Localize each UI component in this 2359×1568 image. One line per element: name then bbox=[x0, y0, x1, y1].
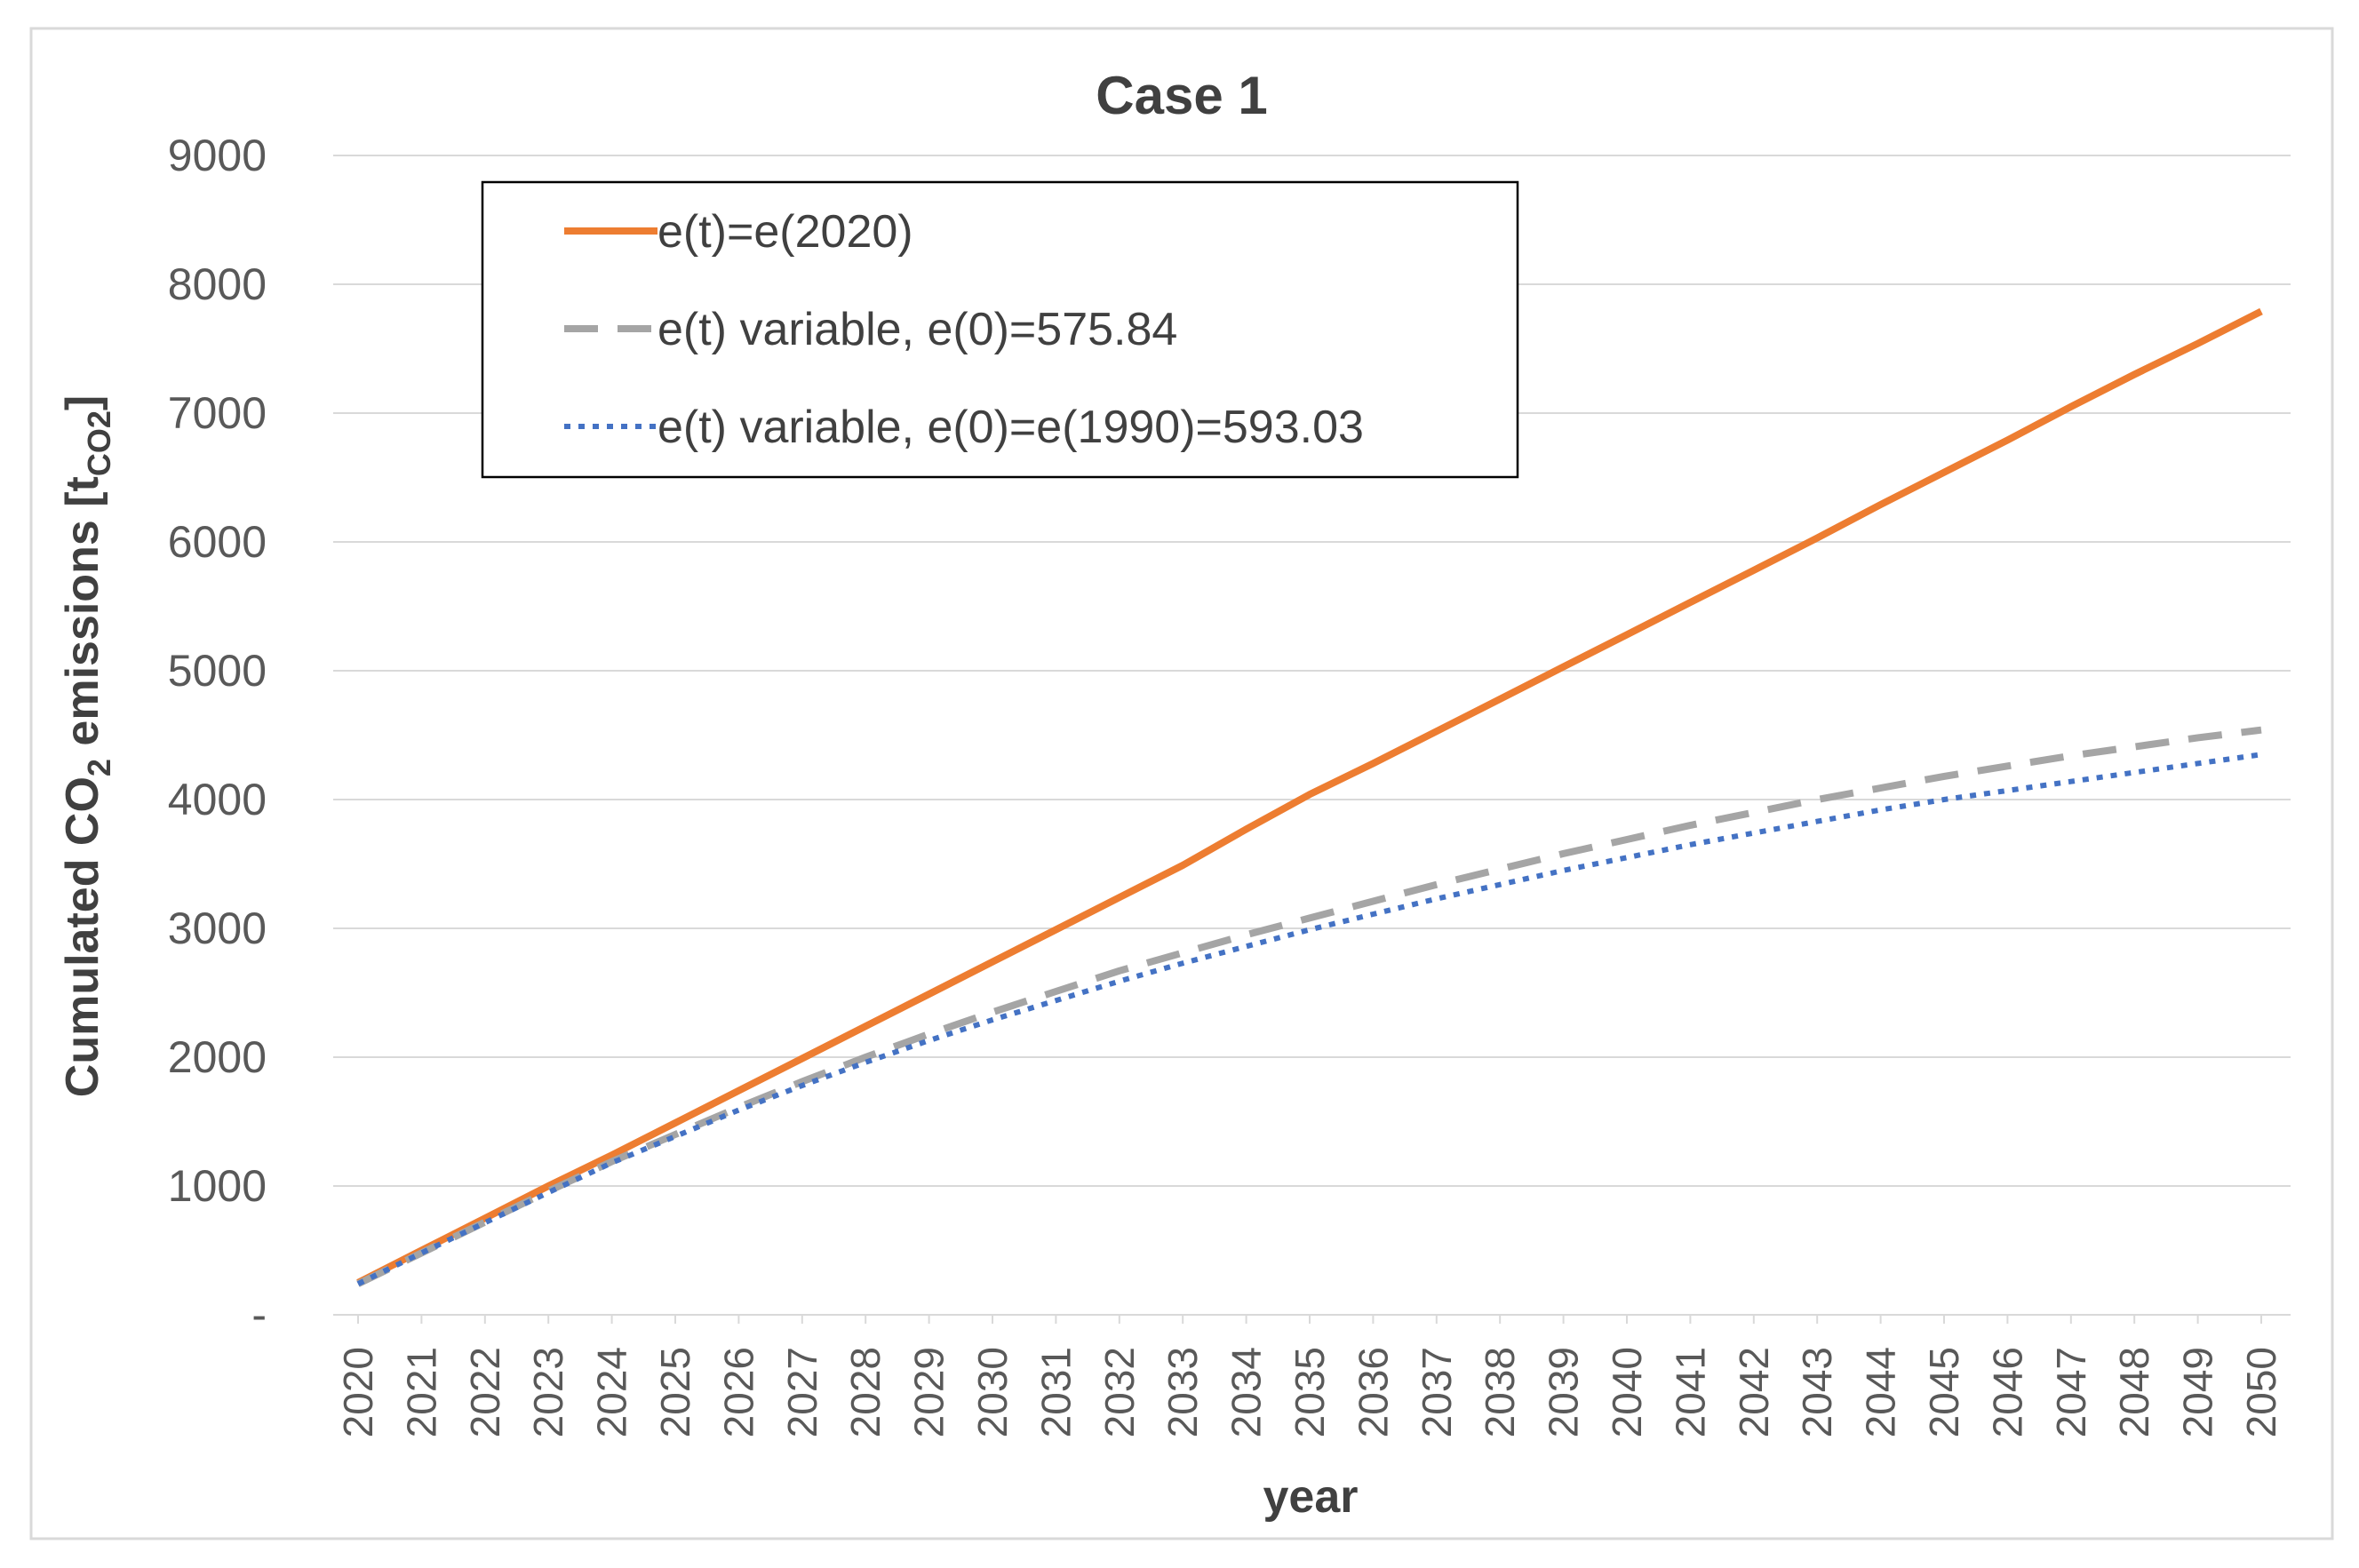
legend-label-2: e(t) variable, e(0)=575.84 bbox=[657, 304, 1177, 355]
legend-label-3: e(t) variable, e(0)=e(1990)=593.03 bbox=[657, 402, 1364, 453]
y-axis-title: Cumulated CO2 emissions [tCO2] bbox=[57, 395, 117, 1097]
y-tick-label: 5000 bbox=[168, 646, 267, 696]
gridlines bbox=[333, 155, 2291, 1187]
x-tick-label: 2030 bbox=[969, 1347, 1016, 1437]
x-tick-label: 2031 bbox=[1032, 1347, 1079, 1437]
x-tick-label: 2029 bbox=[906, 1347, 952, 1437]
x-tick-label: 2021 bbox=[398, 1347, 444, 1437]
x-tick-label: 2049 bbox=[2175, 1347, 2221, 1437]
x-tick-label: 2037 bbox=[1414, 1347, 1460, 1437]
x-tick-label: 2026 bbox=[715, 1347, 761, 1437]
x-tick-label: 2024 bbox=[589, 1347, 635, 1437]
x-tick-label: 2050 bbox=[2238, 1347, 2284, 1437]
series-line-2 bbox=[356, 726, 2262, 1287]
chart-title: Case 1 bbox=[1096, 66, 1267, 125]
y-tick-label: 3000 bbox=[168, 903, 267, 953]
y-axis-title-sub1: 2 bbox=[81, 759, 117, 776]
y-axis-ticks: - 1000 2000 3000 4000 5000 6000 7000 8000 9000 bbox=[168, 131, 267, 1340]
y-axis-title-sub2: CO2 bbox=[81, 410, 117, 476]
x-tick-label: 2027 bbox=[779, 1347, 825, 1437]
x-tick-label: 2043 bbox=[1794, 1347, 1840, 1437]
series-line-3 bbox=[356, 752, 2262, 1286]
x-tick-label: 2032 bbox=[1096, 1347, 1143, 1437]
x-tick-label: 2045 bbox=[1921, 1347, 1967, 1437]
x-tick-label: 2042 bbox=[1731, 1347, 1777, 1437]
x-tick-label: 2033 bbox=[1160, 1347, 1206, 1437]
y-tick-label: 1000 bbox=[168, 1161, 267, 1211]
x-tick-label: 2039 bbox=[1541, 1347, 1587, 1437]
x-tick-label: 2035 bbox=[1287, 1347, 1333, 1437]
x-tick-label: 2028 bbox=[842, 1347, 889, 1437]
legend-label-1: e(t)=e(2020) bbox=[657, 206, 913, 258]
y-tick-label: 2000 bbox=[168, 1032, 267, 1082]
y-axis-title-suffix: ] bbox=[57, 395, 108, 410]
x-tick-label: 2041 bbox=[1667, 1347, 1713, 1437]
x-tick-label: 2023 bbox=[525, 1347, 571, 1437]
y-tick-label: 8000 bbox=[168, 259, 267, 309]
series-lines bbox=[356, 307, 2263, 1287]
y-tick-label: 4000 bbox=[168, 775, 267, 824]
y-axis-title-prefix: Cumulated CO bbox=[57, 776, 108, 1097]
x-tick-label: 2046 bbox=[1984, 1347, 2030, 1437]
series-line-1 bbox=[356, 307, 2263, 1286]
x-axis-ticks: 2020 2021 2022 2023 2024 2025 2026 2027 2028 2029… bbox=[335, 1315, 2284, 1437]
x-axis-title: year bbox=[1263, 1471, 1359, 1523]
x-tick-label: 2022 bbox=[462, 1347, 508, 1437]
x-tick-label: 2034 bbox=[1223, 1347, 1270, 1437]
legend: e(t)=e(2020) e(t) variable, e(0)=575.84 e(… bbox=[481, 180, 1519, 479]
x-tick-label: 2038 bbox=[1477, 1347, 1523, 1437]
x-tick-label: 2025 bbox=[652, 1347, 698, 1437]
y-tick-label: 6000 bbox=[168, 517, 267, 567]
x-tick-label: 2048 bbox=[2111, 1347, 2157, 1437]
x-tick-label: 2047 bbox=[2048, 1347, 2094, 1437]
y-tick-label: 9000 bbox=[168, 131, 267, 180]
y-tick-label: - bbox=[251, 1290, 267, 1340]
x-tick-label: 2040 bbox=[1604, 1347, 1650, 1437]
y-axis-title-middle: emissions [t bbox=[57, 476, 108, 759]
x-tick-label: 2036 bbox=[1350, 1347, 1396, 1437]
x-tick-label: 2044 bbox=[1858, 1347, 1904, 1437]
y-tick-label: 7000 bbox=[168, 388, 267, 438]
x-tick-label: 2020 bbox=[335, 1347, 381, 1437]
